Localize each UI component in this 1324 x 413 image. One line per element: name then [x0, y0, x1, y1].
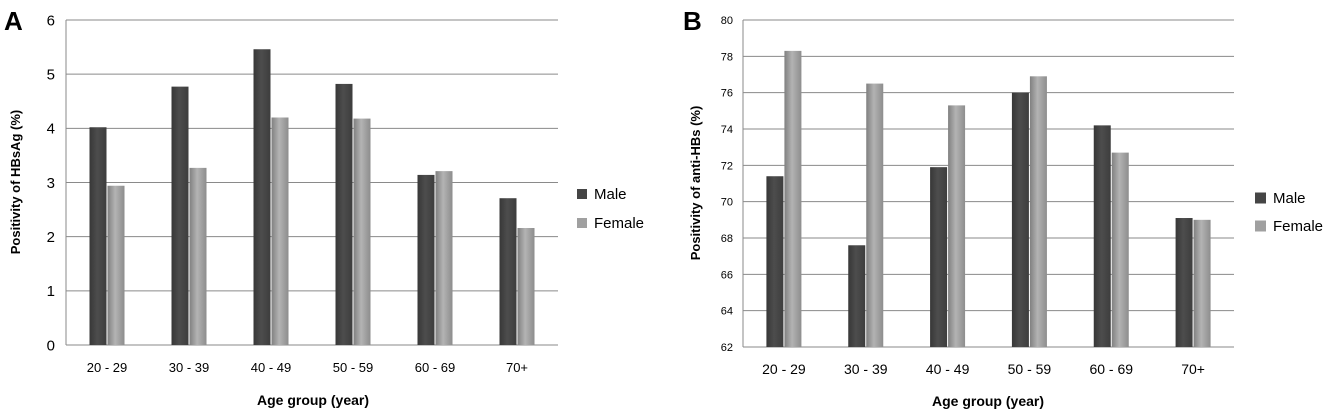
panel-a-bar-male [253, 49, 271, 345]
panel-a-bar-female [107, 185, 125, 345]
panel-b-x-tick-labels: 20 - 29 30 - 39 40 - 49 50 - 59 60 - 69 70+ [762, 361, 1205, 377]
panel-a-x-tick-label: 50 - 59 [333, 360, 373, 375]
panel-b-bar-female [866, 83, 884, 347]
panel-b-bar-female [1029, 76, 1047, 348]
panel-a-legend-label-male: Male [594, 186, 627, 203]
panel-a: A 0 1 2 3 4 5 6 20 - 29 30 - 39 40 - 49 50 - 59 60… [4, 6, 644, 408]
panel-b-x-tick-label: 70+ [1181, 361, 1205, 377]
panel-a-y-tick-label: 2 [47, 229, 55, 246]
panel-b-bar-male [848, 245, 866, 347]
panel-b-legend-label-male: Male [1273, 190, 1306, 207]
panel-b-gridlines [742, 19, 1234, 348]
panel-b-y-tick-label: 80 [721, 15, 733, 27]
panel-b-bar-female [948, 105, 966, 347]
panel-b-y-tick-label: 72 [721, 160, 733, 172]
panel-a-x-tick-label: 30 - 39 [169, 360, 209, 375]
panel-a-bar-female [189, 167, 207, 345]
panel-a-bar-male [417, 174, 435, 345]
panel-b-bar-male [1093, 125, 1111, 347]
panel-b-y-tick-labels: 62 64 66 68 70 72 74 76 78 80 [721, 15, 733, 354]
panel-a-bar-female [353, 118, 371, 345]
panel-a-y-tick-labels: 0 1 2 3 4 5 6 [47, 12, 55, 354]
panel-b-x-tick-label: 60 - 69 [1089, 361, 1133, 377]
panel-b-x-tick-label: 20 - 29 [762, 361, 806, 377]
panel-b-y-tick-label: 68 [721, 233, 733, 245]
panel-b-y-tick-label: 64 [721, 306, 733, 318]
panel-b-bar-female [1193, 219, 1211, 347]
panel-b-bar-male [930, 167, 948, 347]
panel-a-y-tick-label: 5 [47, 67, 55, 84]
panel-b-bar-male [1011, 92, 1029, 348]
panel-a-legend-swatch-female [577, 218, 587, 228]
panel-b-x-tick-label: 50 - 59 [1008, 361, 1052, 377]
panel-b-legend: Male Female [1255, 190, 1323, 235]
panel-a-x-tick-label: 20 - 29 [87, 360, 127, 375]
panel-a-y-tick-label: 1 [47, 283, 55, 300]
panel-b-y-tick-label: 76 [721, 88, 733, 100]
panel-b-y-tick-label: 62 [721, 342, 733, 354]
panel-b: B 62 64 66 68 70 72 74 76 78 80 20 - 29 30 - 39 40 … [683, 6, 1323, 409]
panel-a-legend-label-female: Female [594, 215, 644, 232]
panel-a-x-tick-label: 70+ [506, 360, 528, 375]
panel-a-bar-male [171, 86, 189, 345]
panel-a-bars [89, 49, 535, 346]
panel-b-y-axis-title: Positivity of anti-HBs (%) [688, 106, 703, 261]
panel-a-bar-female [517, 228, 535, 345]
panel-b-y-tick-label: 78 [721, 51, 733, 63]
panel-b-legend-label-female: Female [1273, 218, 1323, 235]
panel-a-letter: A [4, 6, 23, 36]
panel-b-legend-swatch-male [1255, 192, 1266, 204]
panel-a-legend: Male Female [577, 186, 644, 232]
panel-a-x-tick-labels: 20 - 29 30 - 39 40 - 49 50 - 59 60 - 69 70+ [87, 360, 528, 375]
panel-a-y-tick-label: 4 [47, 121, 55, 138]
panel-a-y-tick-label: 6 [47, 12, 55, 29]
panel-a-x-tick-label: 60 - 69 [415, 360, 455, 375]
panel-a-bar-male [335, 83, 353, 346]
panel-b-y-tick-label: 66 [721, 269, 733, 281]
panel-b-x-tick-label: 40 - 49 [926, 361, 970, 377]
panel-a-gridlines [65, 19, 558, 346]
panel-a-y-axis-title: Positivity of HBsAg (%) [8, 110, 23, 254]
panel-a-legend-swatch-male [577, 189, 587, 199]
panel-b-bar-female [784, 50, 802, 348]
panel-a-bar-male [89, 127, 107, 345]
panel-a-bar-female [271, 117, 289, 345]
panel-b-bars [766, 50, 1211, 348]
panel-a-y-tick-label: 0 [47, 337, 55, 354]
panel-b-bar-male [766, 176, 784, 347]
panel-a-bar-male [499, 198, 517, 345]
panel-b-letter: B [683, 6, 702, 36]
panel-b-x-tick-label: 30 - 39 [844, 361, 888, 377]
panel-a-x-tick-label: 40 - 49 [251, 360, 291, 375]
panel-b-bar-male [1175, 218, 1193, 347]
panel-b-bar-female [1111, 152, 1129, 347]
panel-a-x-axis-title: Age group (year) [257, 392, 369, 408]
panel-b-legend-swatch-female [1255, 220, 1266, 232]
panel-a-y-tick-label: 3 [47, 175, 55, 192]
panel-b-x-axis-title: Age group (year) [932, 393, 1044, 409]
panel-b-y-tick-label: 74 [721, 124, 733, 136]
panel-b-y-tick-label: 70 [721, 197, 733, 209]
panel-a-bar-female [435, 171, 453, 345]
